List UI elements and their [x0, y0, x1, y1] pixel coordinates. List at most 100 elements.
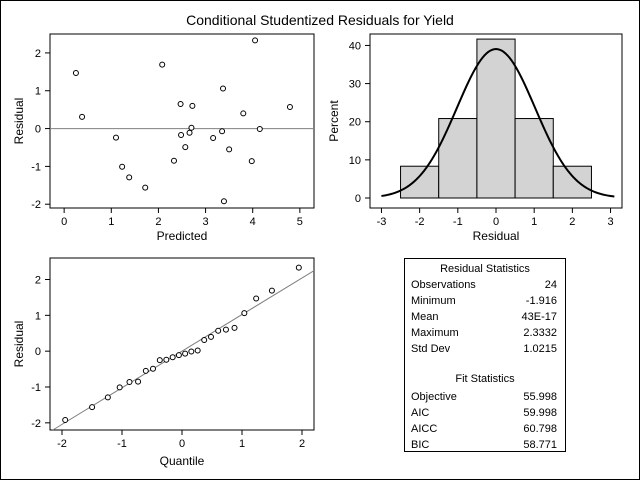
qq-residual-ytick-label: 0: [35, 346, 41, 358]
y-axis-label: Percent: [327, 100, 341, 142]
residual-point: [252, 37, 259, 44]
stats-label: AIC: [411, 407, 430, 419]
residual-point: [256, 125, 263, 132]
normal-density-curve: [381, 48, 615, 198]
figure-title: Conditional Studentized Residuals for Yi…: [186, 12, 454, 28]
stats-label: Mean: [411, 311, 439, 323]
stats-label: Minimum: [411, 295, 456, 307]
residual-point: [170, 157, 177, 164]
residual-ytick-label: 2: [35, 48, 41, 60]
qq-residual-ytick-label: -2: [31, 418, 41, 430]
qq-point: [116, 384, 123, 391]
qq-point: [201, 337, 208, 344]
residual-point: [189, 102, 196, 109]
stats-label: AICC: [411, 423, 438, 435]
percent-ytick-label: 0: [355, 193, 361, 205]
residual-point: [248, 158, 255, 165]
stats-value: 24: [544, 279, 557, 291]
stats-value: 59.998: [523, 407, 557, 419]
stats-value: -1.916: [525, 295, 557, 307]
predicted-xtick-label: 1: [108, 216, 114, 228]
residual-point: [119, 163, 126, 170]
y-axis-label: Residual: [12, 98, 26, 145]
qq-point: [142, 367, 149, 374]
y-axis-label: Residual: [12, 321, 26, 368]
residual-point: [159, 61, 166, 68]
residual-point: [210, 135, 217, 142]
residual-point: [126, 174, 133, 181]
qq-point: [295, 264, 302, 271]
qq-point: [222, 326, 229, 333]
qq-point: [268, 287, 275, 294]
residual-point: [186, 129, 193, 136]
residual-statistics-title: Residual Statistics: [440, 263, 530, 275]
qq-point: [150, 365, 157, 372]
residual-point: [226, 146, 233, 153]
residual-point: [182, 144, 189, 151]
qq-residual-ytick-label: 1: [35, 310, 41, 322]
stats-row-objective: Objective 55.998: [411, 391, 557, 405]
residual-point: [188, 124, 195, 131]
qq-point: [215, 327, 222, 334]
fit-statistics-title: Fit Statistics: [455, 373, 515, 385]
qq-point: [169, 354, 176, 361]
histogram-xtick-label: -3: [377, 216, 387, 228]
stats-row-bic: BIC 58.771: [411, 439, 557, 453]
qq-point: [104, 394, 111, 401]
stats-row-std-dev: Std Dev 1.0215: [411, 343, 557, 357]
residual-point: [177, 100, 184, 107]
stats-value: 55.998: [523, 391, 557, 403]
stats-row-mean: Mean 43E-17: [411, 311, 557, 325]
stats-value: 58.771: [523, 439, 557, 451]
quantile-xtick-label: 0: [179, 438, 185, 450]
residual-ytick-label: -1: [31, 161, 41, 173]
histogram-xtick-label: 3: [607, 216, 613, 228]
residual-point: [178, 131, 185, 138]
residual-point: [79, 113, 86, 120]
stats-value: 60.798: [523, 423, 557, 435]
qq-point: [163, 356, 170, 363]
percent-ytick-label: 10: [349, 155, 361, 167]
residual-ytick-label: 0: [35, 124, 41, 136]
stats-value: 2.3332: [523, 327, 557, 339]
stats-row-aic: AIC 59.998: [411, 407, 557, 421]
residual-ytick-label: 1: [35, 86, 41, 98]
residual-point: [220, 85, 227, 92]
stats-row-maximum: Maximum 2.3332: [411, 327, 557, 341]
x-axis-label: Residual: [473, 229, 520, 243]
scatter-plot-area: [49, 33, 315, 209]
qq-point: [231, 324, 238, 331]
predicted-xtick-label: 4: [250, 216, 256, 228]
qq-point: [135, 378, 142, 385]
histogram-xtick-label: 2: [569, 216, 575, 228]
stats-label: BIC: [411, 439, 430, 451]
qq-point: [126, 378, 133, 385]
quantile-xtick-label: 2: [299, 438, 305, 450]
predicted-xtick-label: 0: [61, 216, 67, 228]
qq-point: [156, 357, 163, 364]
histogram-bar: [476, 38, 516, 199]
residual-point: [219, 128, 226, 135]
predicted-xtick-label: 5: [297, 216, 303, 228]
histogram-xtick-label: 0: [493, 216, 499, 228]
qq-point: [207, 333, 214, 340]
qq-point: [241, 310, 248, 317]
qq-point: [194, 347, 201, 354]
x-axis-label: Predicted: [157, 229, 208, 243]
stats-label: Maximum: [411, 327, 459, 339]
quantile-xtick-label: -2: [57, 438, 67, 450]
histogram-xtick-label: -2: [415, 216, 425, 228]
quantile-xtick-label: -1: [117, 438, 127, 450]
qq-point: [188, 348, 195, 355]
residual-point: [220, 198, 227, 205]
residual-point: [286, 104, 293, 111]
histogram-bar: [438, 118, 478, 199]
stats-row-observations: Observations 24: [411, 279, 557, 293]
predicted-xtick-label: 3: [203, 216, 209, 228]
histogram-bar: [552, 165, 592, 199]
stats-value: 1.0215: [523, 343, 557, 355]
qq-plot-area: [49, 257, 315, 431]
qq-point: [175, 352, 182, 359]
qq-point: [182, 350, 189, 357]
statistics-table: Residual Statistics Observations 24 Mini…: [404, 258, 566, 452]
